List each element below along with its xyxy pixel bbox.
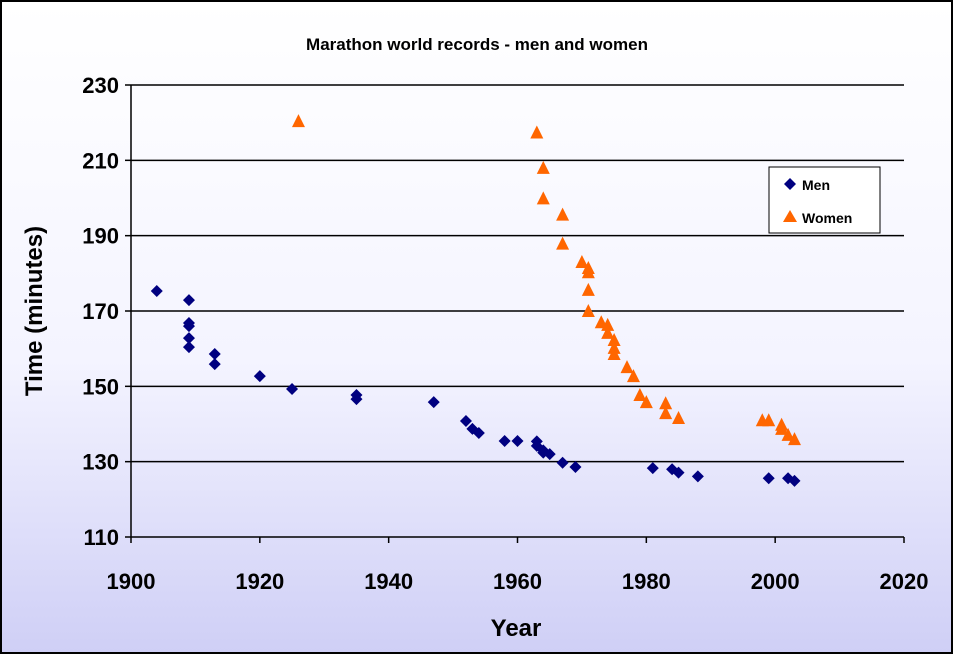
- x-tick-label: 1920: [235, 569, 284, 594]
- men-data-point: [459, 414, 472, 427]
- men-data-point: [253, 370, 266, 383]
- y-tick-label: 130: [82, 450, 119, 475]
- men-data-point: [569, 460, 582, 473]
- women-data-point: [581, 282, 595, 296]
- women-data-point: [536, 191, 550, 205]
- women-data-point: [556, 236, 570, 250]
- men-data-point: [646, 462, 659, 475]
- women-data-point: [781, 427, 795, 441]
- men-data-point: [427, 396, 440, 409]
- men-data-point: [762, 472, 775, 485]
- x-tick-label: 2020: [880, 569, 929, 594]
- men-data-point: [511, 434, 524, 447]
- y-tick-label: 110: [84, 525, 120, 550]
- men-data-point: [182, 320, 195, 333]
- legend-men-label: Men: [802, 177, 830, 193]
- legend-women-marker-icon: [783, 210, 797, 222]
- men-data-point: [672, 466, 685, 479]
- women-data-point: [633, 387, 647, 401]
- x-tick-label: 2000: [751, 569, 800, 594]
- men-data-point: [182, 294, 195, 307]
- women-data-point: [659, 396, 673, 410]
- women-data-point: [601, 317, 615, 331]
- women-data-point: [601, 325, 615, 339]
- men-data-point: [208, 358, 221, 371]
- x-tick-label: 1900: [107, 569, 156, 594]
- women-data-point: [607, 346, 621, 360]
- x-axis-label: Year: [491, 615, 542, 642]
- y-tick-label: 190: [82, 224, 119, 249]
- y-tick-label: 170: [82, 299, 119, 324]
- women-data-point: [639, 395, 653, 409]
- chart-title: Marathon world records - men and women: [306, 35, 648, 54]
- x-tick-label: 1940: [364, 569, 413, 594]
- women-data-point: [620, 360, 634, 374]
- x-tick-label: 1960: [493, 569, 542, 594]
- women-data-point: [775, 421, 789, 435]
- men-data-point: [182, 332, 195, 345]
- women-data-point: [556, 207, 570, 221]
- men-data-point: [182, 341, 195, 354]
- women-data-point: [575, 255, 589, 269]
- men-data-point: [350, 393, 363, 406]
- men-data-point: [286, 382, 299, 395]
- men-data-point: [208, 347, 221, 360]
- women-data-point: [607, 333, 621, 347]
- women-data-point: [530, 125, 544, 139]
- women-data-point: [581, 265, 595, 279]
- men-data-point: [556, 456, 569, 469]
- women-data-point: [626, 369, 640, 383]
- men-data-point: [472, 427, 485, 440]
- men-data-point: [788, 474, 801, 487]
- women-data-point: [536, 160, 550, 174]
- women-data-point: [762, 413, 776, 427]
- y-tick-label: 150: [82, 374, 119, 399]
- men-data-point: [150, 285, 163, 298]
- x-tick-label: 1980: [622, 569, 671, 594]
- women-data-point: [581, 304, 595, 317]
- women-data-point: [787, 432, 801, 446]
- legend: Men Women: [768, 166, 881, 234]
- women-data-point: [291, 114, 305, 128]
- legend-women-label: Women: [802, 210, 852, 226]
- men-data-point: [543, 448, 556, 461]
- women-data-point: [672, 410, 686, 424]
- women-data-point: [659, 406, 673, 420]
- men-data-point: [498, 434, 511, 447]
- men-data-point: [691, 470, 704, 483]
- y-tick-label: 210: [82, 148, 119, 173]
- y-axis-label: Time (minutes): [21, 226, 48, 396]
- y-tick-label: 230: [82, 73, 119, 98]
- legend-men-marker-icon: [784, 178, 796, 190]
